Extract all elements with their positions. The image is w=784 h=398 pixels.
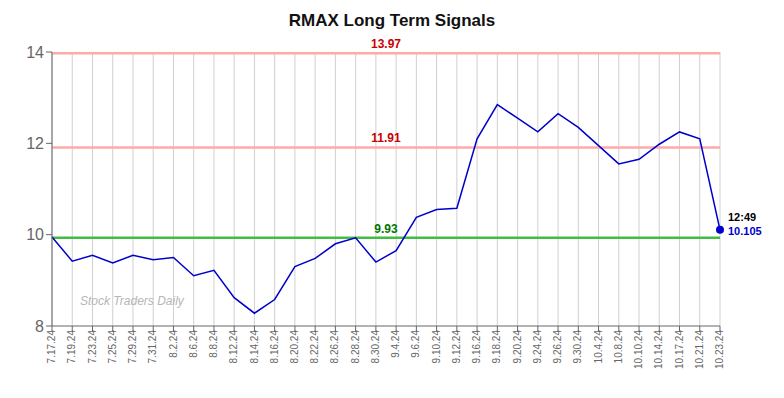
html-text:RMAX Long Term Signals: RMAX Long Term Signals	[288, 11, 496, 30]
svg-text:9.93: 9.93	[374, 222, 398, 236]
svg-text:10.14.24: 10.14.24	[653, 330, 664, 369]
svg-text:10.8.24: 10.8.24	[613, 330, 624, 364]
svg-text:8.30.24: 8.30.24	[370, 330, 381, 364]
svg-text:10.105: 10.105	[728, 225, 762, 237]
svg-text:12:49: 12:49	[728, 211, 756, 223]
svg-text:14: 14	[26, 44, 44, 61]
svg-text:7.31.24: 7.31.24	[147, 330, 158, 364]
svg-text:10.10.24: 10.10.24	[633, 330, 644, 369]
svg-text:12: 12	[26, 135, 44, 152]
svg-text:8.16.24: 8.16.24	[269, 330, 280, 364]
svg-text:8: 8	[35, 318, 44, 335]
svg-text:9.20.24: 9.20.24	[512, 330, 523, 364]
svg-text:8.28.24: 8.28.24	[350, 330, 361, 364]
svg-text:8.14.24: 8.14.24	[249, 330, 260, 364]
svg-text:9.30.24: 9.30.24	[572, 330, 583, 364]
svg-text:13.97: 13.97	[371, 37, 401, 51]
svg-text:9.4.24: 9.4.24	[390, 330, 401, 358]
svg-text:9.12.24: 9.12.24	[451, 330, 462, 364]
svg-text:9.10.24: 9.10.24	[431, 330, 442, 364]
svg-text:8.22.24: 8.22.24	[309, 330, 320, 364]
svg-text:7.29.24: 7.29.24	[127, 330, 138, 364]
svg-text:11.91: 11.91	[371, 131, 401, 145]
svg-text:8.6.24: 8.6.24	[188, 330, 199, 358]
svg-text:8.20.24: 8.20.24	[289, 330, 300, 364]
svg-text:10.21.24: 10.21.24	[694, 330, 705, 369]
svg-text:7.25.24: 7.25.24	[107, 330, 118, 364]
svg-text:9.18.24: 9.18.24	[491, 330, 502, 364]
html-text:Stock Traders Daily: Stock Traders Daily	[80, 294, 184, 308]
svg-text:9.6.24: 9.6.24	[410, 330, 421, 358]
svg-text:8.12.24: 8.12.24	[228, 330, 239, 364]
svg-text:8.26.24: 8.26.24	[329, 330, 340, 364]
svg-text:8.2.24: 8.2.24	[168, 330, 179, 358]
svg-text:7.23.24: 7.23.24	[87, 330, 98, 364]
svg-text:9.24.24: 9.24.24	[532, 330, 543, 364]
svg-text:10: 10	[26, 226, 44, 243]
svg-text:9.26.24: 9.26.24	[552, 330, 563, 364]
svg-text:10.23.24: 10.23.24	[714, 330, 725, 369]
svg-text:10.17.24: 10.17.24	[674, 330, 685, 369]
svg-text:7.19.24: 7.19.24	[66, 330, 77, 364]
svg-text:8.8.24: 8.8.24	[208, 330, 219, 358]
svg-text:9.16.24: 9.16.24	[471, 330, 482, 364]
svg-text:10.4.24: 10.4.24	[593, 330, 604, 364]
svg-text:7.17.24: 7.17.24	[46, 330, 57, 364]
